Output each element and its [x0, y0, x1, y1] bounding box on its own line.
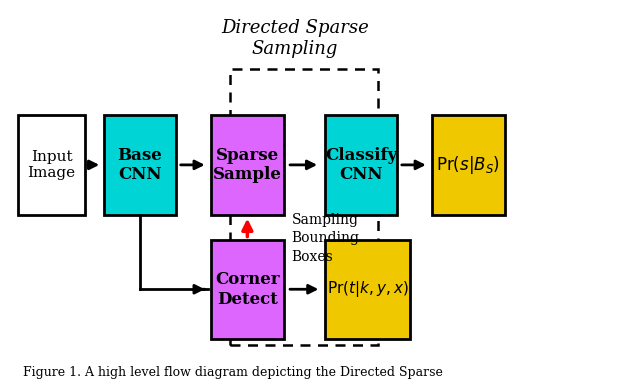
Text: $\Pr(s|B_S)$: $\Pr(s|B_S)$: [436, 154, 500, 176]
Bar: [211, 115, 284, 215]
Bar: [324, 115, 397, 215]
Text: Input
Image: Input Image: [28, 150, 76, 180]
Text: Classify
CNN: Classify CNN: [325, 147, 397, 183]
Bar: [19, 115, 84, 215]
Text: Sparse
Sample: Sparse Sample: [213, 147, 282, 183]
Bar: [432, 115, 505, 215]
Text: Corner
Detect: Corner Detect: [215, 271, 280, 308]
Text: Figure 1. A high level flow diagram depicting the Directed Sparse: Figure 1. A high level flow diagram depi…: [23, 366, 443, 379]
Text: $\Pr(t|k,y,x)$: $\Pr(t|k,y,x)$: [326, 279, 408, 299]
Text: Base
CNN: Base CNN: [118, 147, 163, 183]
Bar: [211, 240, 284, 339]
Bar: [104, 115, 176, 215]
Text: Sampling
Bounding
Boxes: Sampling Bounding Boxes: [292, 213, 360, 264]
Bar: [230, 69, 378, 345]
Text: Directed Sparse
Sampling: Directed Sparse Sampling: [221, 20, 369, 58]
Bar: [324, 240, 410, 339]
